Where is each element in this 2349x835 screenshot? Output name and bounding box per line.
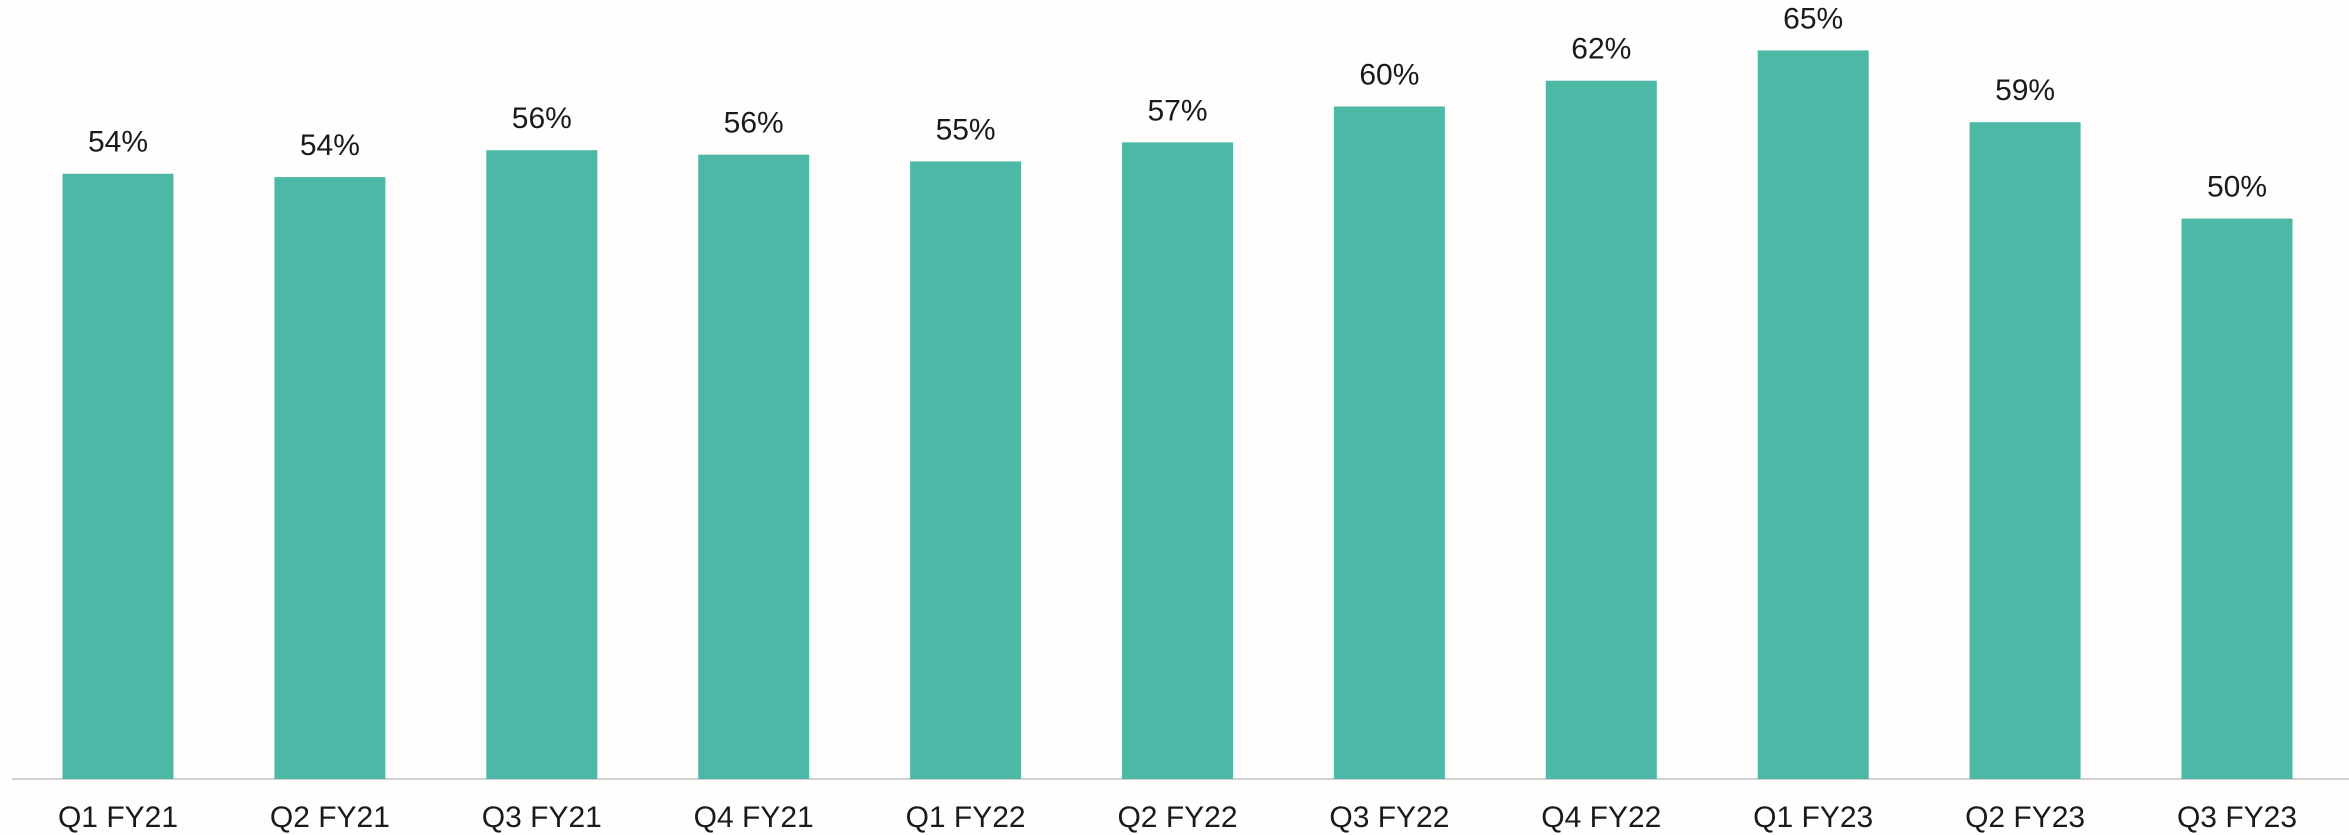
data-label: 55% bbox=[936, 113, 996, 146]
bar bbox=[698, 154, 810, 779]
x-tick-label: Q1 FY23 bbox=[1753, 801, 1873, 834]
data-label: 56% bbox=[512, 102, 572, 135]
data-label: 59% bbox=[1995, 74, 2055, 107]
x-tick-label: Q4 FY21 bbox=[694, 801, 814, 834]
data-label: 56% bbox=[724, 107, 784, 140]
x-tick-label: Q3 FY22 bbox=[1329, 801, 1449, 834]
bar bbox=[62, 173, 174, 779]
data-label: 65% bbox=[1783, 2, 1843, 35]
data-label: 57% bbox=[1147, 94, 1207, 127]
x-tick-label: Q1 FY22 bbox=[906, 801, 1026, 834]
data-label: 54% bbox=[88, 126, 148, 159]
data-label: 62% bbox=[1571, 33, 1631, 66]
bar bbox=[486, 150, 598, 779]
x-tick-label: Q4 FY22 bbox=[1541, 801, 1661, 834]
x-tick-label: Q2 FY22 bbox=[1117, 801, 1237, 834]
x-tick-label: Q3 FY21 bbox=[482, 801, 602, 834]
data-label: 54% bbox=[300, 129, 360, 162]
bar bbox=[2181, 218, 2293, 779]
x-tick-label: Q3 FY23 bbox=[2177, 801, 2297, 834]
bar bbox=[1969, 122, 2081, 780]
data-label: 60% bbox=[1359, 58, 1419, 91]
bar bbox=[910, 161, 1022, 780]
x-tick-label: Q2 FY23 bbox=[1965, 801, 2085, 834]
data-label: 50% bbox=[2207, 170, 2267, 203]
bar bbox=[1545, 80, 1657, 780]
bar bbox=[274, 177, 386, 779]
x-tick-label: Q2 FY21 bbox=[270, 801, 390, 834]
bar bbox=[1333, 106, 1445, 780]
bar bbox=[1122, 142, 1233, 780]
x-tick-label: Q1 FY21 bbox=[58, 801, 178, 834]
bar bbox=[1757, 50, 1869, 780]
